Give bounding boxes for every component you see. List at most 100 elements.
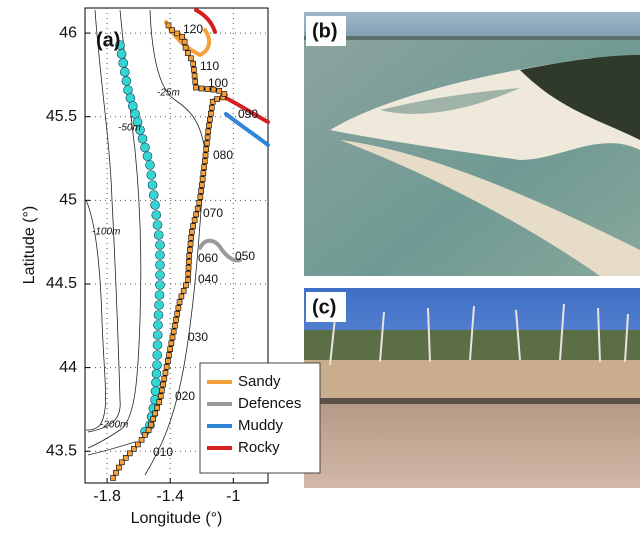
coast-point xyxy=(186,259,191,264)
offshore-point xyxy=(152,369,161,378)
coast-point xyxy=(153,411,158,416)
y-axis-label: Latitude (°) xyxy=(21,206,38,284)
coast-point xyxy=(194,212,199,217)
coast-point xyxy=(193,79,198,84)
coast-point xyxy=(203,153,208,158)
coast-point xyxy=(201,171,206,176)
coast-point xyxy=(202,165,207,170)
x-axis-label: Longitude (°) xyxy=(131,510,223,527)
offshore-point xyxy=(154,311,163,320)
coast-point xyxy=(183,283,188,288)
coast-point xyxy=(200,177,205,182)
coast-point xyxy=(172,323,177,328)
station-label: 040 xyxy=(198,272,218,286)
legend-label: Defences xyxy=(238,395,301,412)
coast-point xyxy=(168,347,173,352)
coast-point xyxy=(205,135,210,140)
coast-point xyxy=(163,370,168,375)
coast-point xyxy=(199,189,204,194)
coast-point xyxy=(182,39,187,44)
station-label: 030 xyxy=(188,330,208,344)
coast-point xyxy=(113,470,118,475)
station-label: 100 xyxy=(208,76,228,90)
x-tick-label: -1.8 xyxy=(93,488,121,505)
coast-point xyxy=(116,465,121,470)
coast-point xyxy=(179,294,184,299)
coast-point xyxy=(202,159,207,164)
coast-point xyxy=(191,61,196,66)
station-label: 090 xyxy=(238,107,258,121)
legend-label: Sandy xyxy=(238,373,281,390)
y-tick-label: 44.5 xyxy=(46,275,77,292)
y-tick-label: 45 xyxy=(59,192,77,209)
coast-point xyxy=(199,86,204,91)
coast-point xyxy=(175,31,180,36)
offshore-point xyxy=(141,143,150,152)
coast-point xyxy=(181,288,186,293)
coast-point xyxy=(204,141,209,146)
coast-point xyxy=(193,85,198,90)
coast-point xyxy=(166,353,171,358)
offshore-point xyxy=(120,68,129,77)
x-tick-label: -1 xyxy=(226,488,240,505)
coast-point xyxy=(171,329,176,334)
coast-point xyxy=(176,306,181,311)
depth-label: -200m xyxy=(100,420,128,431)
station-label: 010 xyxy=(153,445,173,459)
offshore-point xyxy=(119,59,128,68)
offshore-point xyxy=(156,251,165,260)
offshore-point xyxy=(152,211,161,220)
coast-point xyxy=(189,229,194,234)
depth-label: -50m xyxy=(118,123,141,134)
coast-point xyxy=(189,235,194,240)
station-label: 080 xyxy=(213,148,233,162)
coast-point xyxy=(170,28,175,33)
offshore-point xyxy=(138,134,147,143)
coast-point xyxy=(206,123,211,128)
offshore-point xyxy=(153,351,162,360)
depth-label: -100m xyxy=(92,227,120,238)
coast-point xyxy=(155,405,160,410)
coast-point xyxy=(191,224,196,229)
coast-point xyxy=(146,428,151,433)
offshore-point xyxy=(156,271,165,280)
offshore-point xyxy=(153,341,162,350)
offshore-point xyxy=(152,378,161,387)
offshore-point xyxy=(143,152,152,161)
offshore-point xyxy=(156,281,165,290)
coast-point xyxy=(166,23,171,28)
coast-point xyxy=(204,147,209,152)
coast-point xyxy=(192,218,197,223)
coast-point xyxy=(162,376,167,381)
offshore-point xyxy=(151,201,160,210)
coast-point xyxy=(197,200,202,205)
offshore-point xyxy=(155,301,164,310)
coast-point xyxy=(192,73,197,78)
offshore-point xyxy=(156,241,165,250)
station-label: 110 xyxy=(200,59,219,73)
offshore-point xyxy=(153,331,162,340)
coast-point xyxy=(170,335,175,340)
station-label: 020 xyxy=(175,389,195,403)
coast-point xyxy=(188,56,193,61)
station-label: 050 xyxy=(235,249,255,263)
coast-point xyxy=(186,271,191,276)
station-label: 070 xyxy=(203,206,223,220)
coast-point xyxy=(174,317,179,322)
panel-label: (a) xyxy=(96,29,120,51)
offshore-point xyxy=(156,261,165,270)
offshore-point xyxy=(154,321,163,330)
coast-point xyxy=(222,91,227,96)
offshore-point xyxy=(155,291,164,300)
coast-point xyxy=(186,277,191,282)
coast-point xyxy=(165,358,170,363)
coast-point xyxy=(209,105,214,110)
figure: (a) (b) (c) -1.8-1.4-143.54444.54545.546… xyxy=(0,0,644,529)
coast-point xyxy=(149,422,154,427)
coast-point xyxy=(188,241,193,246)
offshore-point xyxy=(124,86,133,95)
offshore-point xyxy=(153,221,162,230)
coast-point xyxy=(186,265,191,270)
y-tick-label: 44 xyxy=(59,359,77,376)
panel-label: (b) xyxy=(312,20,338,42)
